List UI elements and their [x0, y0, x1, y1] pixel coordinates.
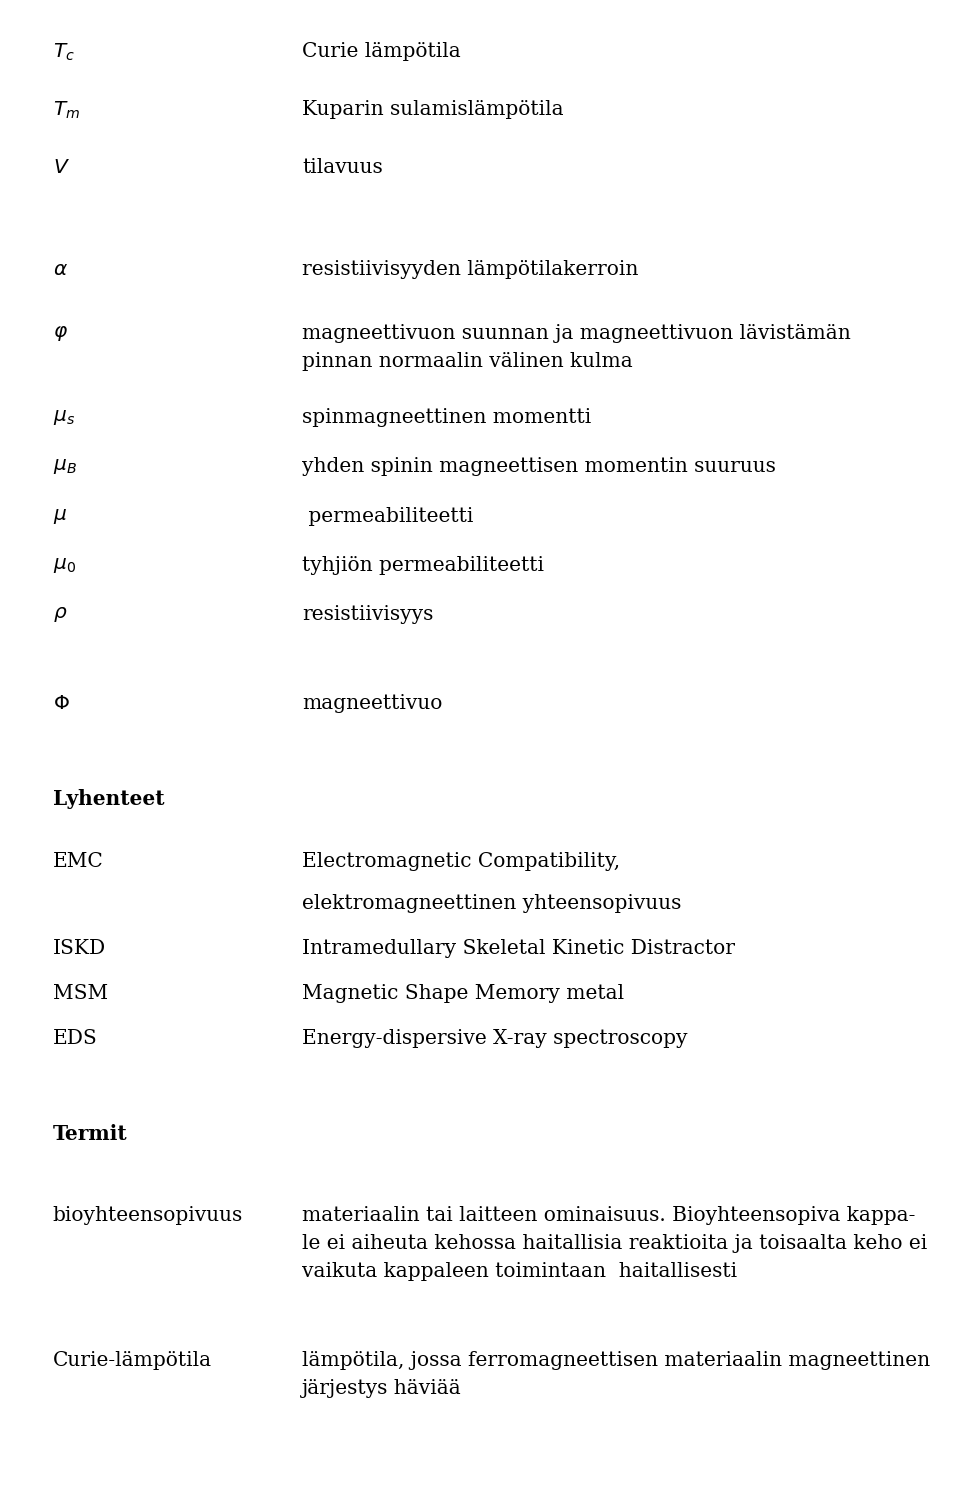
Text: tilavuus: tilavuus [302, 158, 383, 178]
Text: $\alpha$: $\alpha$ [53, 260, 68, 280]
Text: $\Phi$: $\Phi$ [53, 694, 69, 713]
Text: lämpötila, jossa ferromagneettisen materiaalin magneettinen
järjestys häviää: lämpötila, jossa ferromagneettisen mater… [302, 1351, 930, 1398]
Text: $V$: $V$ [53, 158, 70, 178]
Text: $T_c$: $T_c$ [53, 42, 75, 63]
Text: $\mu_B$: $\mu_B$ [53, 457, 77, 477]
Text: Curie lämpötila: Curie lämpötila [302, 42, 461, 61]
Text: tyhjiön permeabiliteetti: tyhjiön permeabiliteetti [302, 556, 544, 576]
Text: magneettivuon suunnan ja magneettivuon lävistämän
pinnan normaalin välinen kulma: magneettivuon suunnan ja magneettivuon l… [302, 324, 852, 371]
Text: $\rho$: $\rho$ [53, 605, 67, 625]
Text: EDS: EDS [53, 1029, 98, 1048]
Text: magneettivuo: magneettivuo [302, 694, 443, 713]
Text: yhden spinin magneettisen momentin suuruus: yhden spinin magneettisen momentin suuru… [302, 457, 777, 477]
Text: materiaalin tai laitteen ominaisuus. Bioyhteensopiva kappa-
le ei aiheuta kehoss: materiaalin tai laitteen ominaisuus. Bio… [302, 1206, 927, 1281]
Text: $\mu_s$: $\mu_s$ [53, 408, 75, 428]
Text: $T_m$: $T_m$ [53, 100, 80, 121]
Text: Kuparin sulamislämpötila: Kuparin sulamislämpötila [302, 100, 564, 120]
Text: ISKD: ISKD [53, 939, 106, 958]
Text: EMC: EMC [53, 852, 104, 872]
Text: $\varphi$: $\varphi$ [53, 324, 68, 344]
Text: permeabiliteetti: permeabiliteetti [302, 507, 474, 526]
Text: elektromagneettinen yhteensopivuus: elektromagneettinen yhteensopivuus [302, 894, 682, 913]
Text: Magnetic Shape Memory metal: Magnetic Shape Memory metal [302, 984, 625, 1003]
Text: $\mu$: $\mu$ [53, 507, 67, 526]
Text: Intramedullary Skeletal Kinetic Distractor: Intramedullary Skeletal Kinetic Distract… [302, 939, 735, 958]
Text: resistiivisyyden lämpötilakerroin: resistiivisyyden lämpötilakerroin [302, 260, 638, 280]
Text: Curie-lämpötila: Curie-lämpötila [53, 1351, 212, 1371]
Text: resistiivisyys: resistiivisyys [302, 605, 434, 625]
Text: Lyhenteet: Lyhenteet [53, 789, 164, 809]
Text: bioyhteensopivuus: bioyhteensopivuus [53, 1206, 243, 1226]
Text: Energy-dispersive X-ray spectroscopy: Energy-dispersive X-ray spectroscopy [302, 1029, 688, 1048]
Text: MSM: MSM [53, 984, 108, 1003]
Text: spinmagneettinen momentti: spinmagneettinen momentti [302, 408, 591, 428]
Text: Electromagnetic Compatibility,: Electromagnetic Compatibility, [302, 852, 620, 872]
Text: $\mu_0$: $\mu_0$ [53, 556, 76, 576]
Text: Termit: Termit [53, 1124, 128, 1144]
